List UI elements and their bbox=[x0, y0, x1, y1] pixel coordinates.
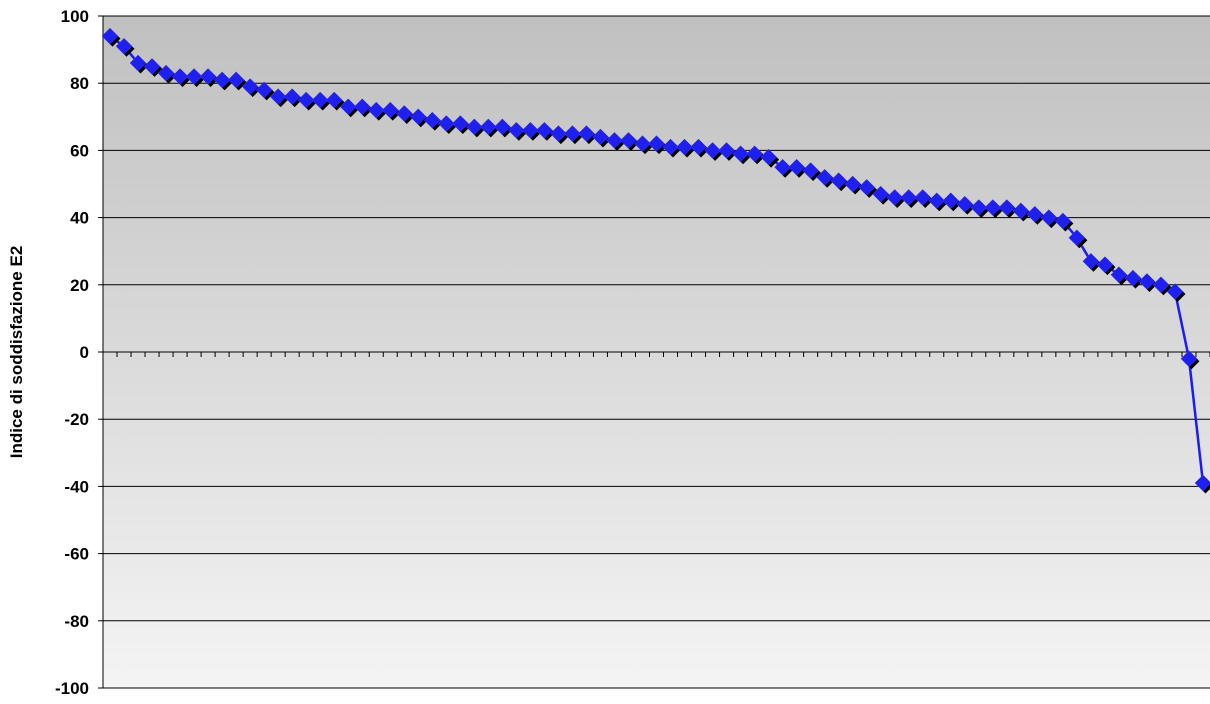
y-axis-ticks: 100 80 60 40 20 0 -20 -40 -60 -80 -100 bbox=[55, 7, 103, 698]
data-point bbox=[536, 121, 555, 141]
data-point bbox=[564, 125, 583, 145]
data-point bbox=[550, 125, 569, 145]
y-tick-label: 20 bbox=[70, 276, 89, 295]
data-point bbox=[508, 121, 527, 141]
series bbox=[101, 27, 1210, 494]
data-point bbox=[634, 135, 653, 155]
data-point bbox=[1166, 283, 1186, 303]
data-point bbox=[746, 145, 766, 165]
data-point bbox=[662, 138, 682, 158]
data-point bbox=[241, 78, 261, 98]
y-axis-label: Indice di soddisfazione E2 bbox=[7, 246, 26, 459]
data-point bbox=[101, 27, 121, 47]
data-point bbox=[1082, 252, 1102, 272]
data-point bbox=[690, 138, 710, 158]
data-point bbox=[522, 121, 541, 141]
data-point bbox=[914, 189, 934, 208]
data-point bbox=[171, 68, 191, 87]
data-point bbox=[970, 199, 990, 219]
data-point bbox=[1012, 202, 1032, 222]
data-point bbox=[1026, 205, 1046, 225]
data-point bbox=[143, 58, 163, 77]
y-tick-label: -80 bbox=[64, 612, 89, 631]
data-point bbox=[213, 71, 233, 91]
data-point bbox=[998, 199, 1018, 219]
data-point bbox=[269, 88, 289, 108]
y-tick-label: 80 bbox=[70, 74, 89, 93]
data-point bbox=[956, 195, 976, 215]
data-point bbox=[381, 101, 401, 121]
data-point bbox=[395, 105, 415, 124]
data-point bbox=[830, 172, 850, 192]
data-point bbox=[283, 88, 303, 108]
data-point bbox=[928, 192, 948, 212]
y-tick-label: 100 bbox=[61, 7, 89, 26]
y-tick-label: 0 bbox=[80, 343, 89, 362]
data-point bbox=[578, 125, 597, 145]
data-point bbox=[129, 54, 149, 74]
data-point bbox=[760, 148, 780, 168]
data-point bbox=[325, 91, 345, 111]
data-point bbox=[942, 192, 962, 212]
y-tick-label: -20 bbox=[64, 410, 89, 429]
data-point bbox=[1068, 229, 1088, 249]
data-point bbox=[1096, 256, 1116, 276]
data-point bbox=[409, 108, 429, 128]
data-point bbox=[648, 135, 667, 155]
y-tick-label: -40 bbox=[64, 477, 89, 496]
data-point bbox=[788, 158, 808, 178]
data-point bbox=[774, 158, 794, 178]
data-point bbox=[886, 189, 906, 208]
data-point bbox=[227, 71, 247, 91]
plot-area: 100 80 60 40 20 0 -20 -40 -60 -80 -100 bbox=[55, 7, 1210, 698]
y-tick-label: -60 bbox=[64, 545, 89, 564]
data-point bbox=[872, 185, 892, 205]
data-point bbox=[676, 138, 696, 158]
data-point bbox=[465, 118, 485, 138]
data-point bbox=[311, 91, 331, 111]
data-point bbox=[1124, 269, 1144, 289]
data-point bbox=[185, 68, 205, 87]
x-axis bbox=[102, 351, 1210, 357]
data-point bbox=[1180, 350, 1200, 370]
data-point bbox=[367, 101, 387, 121]
data-point bbox=[1040, 209, 1060, 229]
data-point bbox=[606, 131, 625, 151]
data-point bbox=[816, 168, 836, 188]
y-tick-label: -100 bbox=[55, 679, 89, 698]
y-tick-label: 40 bbox=[70, 209, 89, 228]
data-point bbox=[620, 131, 639, 151]
data-point bbox=[1194, 474, 1210, 494]
data-point bbox=[297, 91, 317, 111]
data-point bbox=[479, 118, 499, 138]
data-point bbox=[1110, 266, 1130, 286]
data-point bbox=[157, 64, 177, 84]
data-point bbox=[1138, 273, 1158, 292]
data-point bbox=[732, 145, 752, 165]
data-point bbox=[339, 98, 359, 118]
data-point bbox=[115, 37, 135, 57]
y-tick-label: 60 bbox=[70, 141, 89, 160]
data-point bbox=[199, 68, 219, 87]
data-point bbox=[451, 115, 471, 135]
data-point bbox=[494, 118, 513, 138]
data-point bbox=[423, 111, 443, 131]
data-point bbox=[353, 98, 373, 118]
data-point bbox=[844, 175, 864, 195]
data-point bbox=[900, 189, 920, 208]
data-point bbox=[437, 115, 457, 135]
data-point bbox=[718, 142, 738, 161]
data-point bbox=[592, 128, 611, 148]
data-point bbox=[704, 142, 724, 161]
data-point bbox=[984, 199, 1004, 219]
data-point bbox=[1054, 212, 1074, 232]
